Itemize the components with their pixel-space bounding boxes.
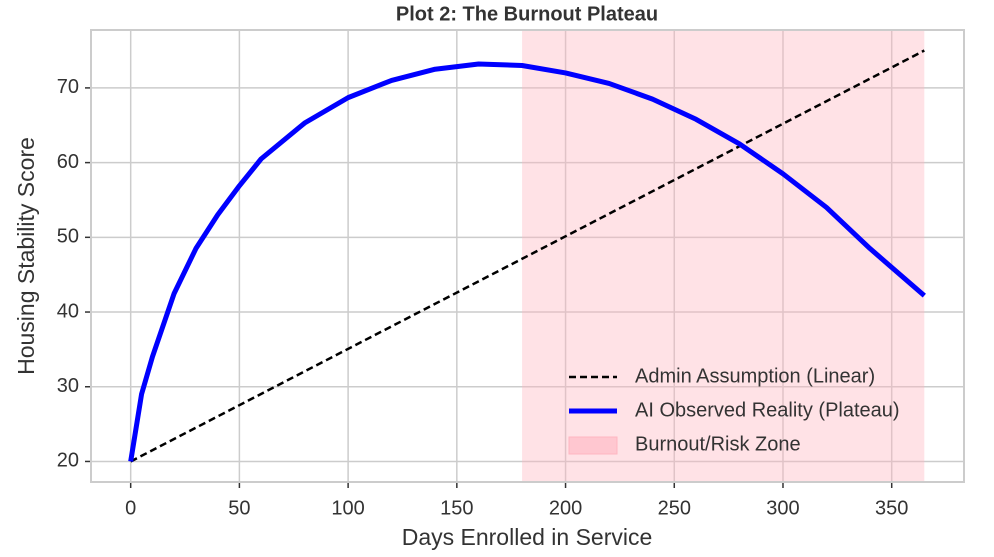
x-tick-label: 150	[440, 497, 473, 519]
legend-label: Burnout/Risk Zone	[635, 433, 801, 455]
x-tick-label: 300	[766, 497, 799, 519]
y-tick-label: 20	[57, 450, 79, 472]
legend-swatch	[568, 436, 618, 455]
y-tick-label: 60	[57, 151, 79, 173]
legend-label: Admin Assumption (Linear)	[635, 365, 875, 387]
chart-title: Plot 2: The Burnout Plateau	[396, 3, 658, 25]
y-tick-label: 50	[57, 226, 79, 248]
legend-label: AI Observed Reality (Plateau)	[635, 399, 900, 421]
x-tick-label: 250	[658, 497, 691, 519]
x-tick-label: 0	[125, 497, 136, 519]
x-tick-label: 100	[331, 497, 364, 519]
series-line	[130, 49, 925, 463]
y-tick-label: 70	[57, 76, 79, 98]
x-axis-label: Days Enrolled in Service	[402, 524, 653, 550]
risk-zone	[522, 30, 925, 482]
series-line	[128, 61, 926, 462]
x-tick-label: 350	[875, 497, 908, 519]
x-tick-label: 50	[228, 497, 250, 519]
y-tick-label: 30	[57, 375, 79, 397]
y-axis-label: Housing Stability Score	[13, 137, 39, 375]
x-tick-label: 200	[549, 497, 582, 519]
plot-frame	[90, 29, 965, 483]
y-tick-label: 40	[57, 300, 79, 322]
